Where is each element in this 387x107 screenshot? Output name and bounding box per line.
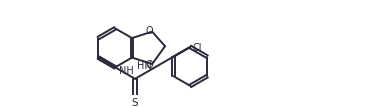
Text: Cl: Cl bbox=[193, 43, 202, 53]
Text: S: S bbox=[132, 98, 139, 107]
Text: HN: HN bbox=[137, 61, 152, 71]
Text: O: O bbox=[146, 26, 153, 36]
Text: NH: NH bbox=[119, 66, 134, 76]
Text: O: O bbox=[146, 60, 153, 70]
